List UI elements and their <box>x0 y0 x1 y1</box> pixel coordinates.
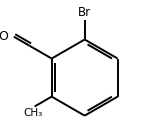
Text: O: O <box>0 30 8 43</box>
Text: CH₃: CH₃ <box>24 108 43 118</box>
Text: Br: Br <box>78 6 91 19</box>
